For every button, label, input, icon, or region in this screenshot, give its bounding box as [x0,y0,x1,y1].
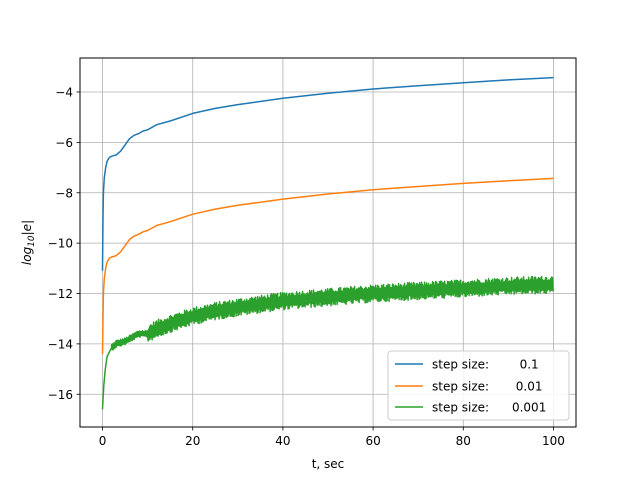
series-lines [101,76,554,410]
y-tick-label: −14 [48,337,73,351]
x-axis-label: t, sec [312,457,345,471]
y-tick-label: −16 [48,388,73,402]
y-axis-label-subscript: 10 [27,235,37,247]
x-tick-label: 100 [542,434,565,448]
series-line-3 [101,275,554,410]
y-tick-label: −6 [55,136,73,150]
x-tick-label: 60 [365,434,380,448]
y-axis-label: log10|e| [20,220,37,265]
legend-label-3: step size: 0.001 [432,401,546,415]
y-axis-label-tail: |e| [20,220,34,235]
x-axis-ticks: 0 20 40 60 80 100 [99,427,565,448]
x-tick-label: 20 [185,434,200,448]
y-tick-label: −10 [48,237,73,251]
legend-box [387,350,570,421]
x-tick-label: 0 [99,434,107,448]
legend-label-2: step size: 0.01 [432,380,543,394]
y-axis-label-base: log [20,246,34,265]
legend-label-1: step size: 0.1 [432,358,539,372]
series-line-1 [101,76,554,271]
y-tick-label: −12 [48,287,73,301]
series-line-2 [101,177,554,355]
plot-frame [79,57,577,428]
y-tick-label: −4 [55,86,73,100]
y-tick-label: −8 [55,186,73,200]
x-tick-label: 80 [456,434,471,448]
legend: step size: 0.1 step size: 0.01 step size… [387,350,570,421]
x-tick-label: 40 [275,434,290,448]
y-axis-ticks: −16 −14 −12 −10 −8 −6 −4 [48,86,80,402]
